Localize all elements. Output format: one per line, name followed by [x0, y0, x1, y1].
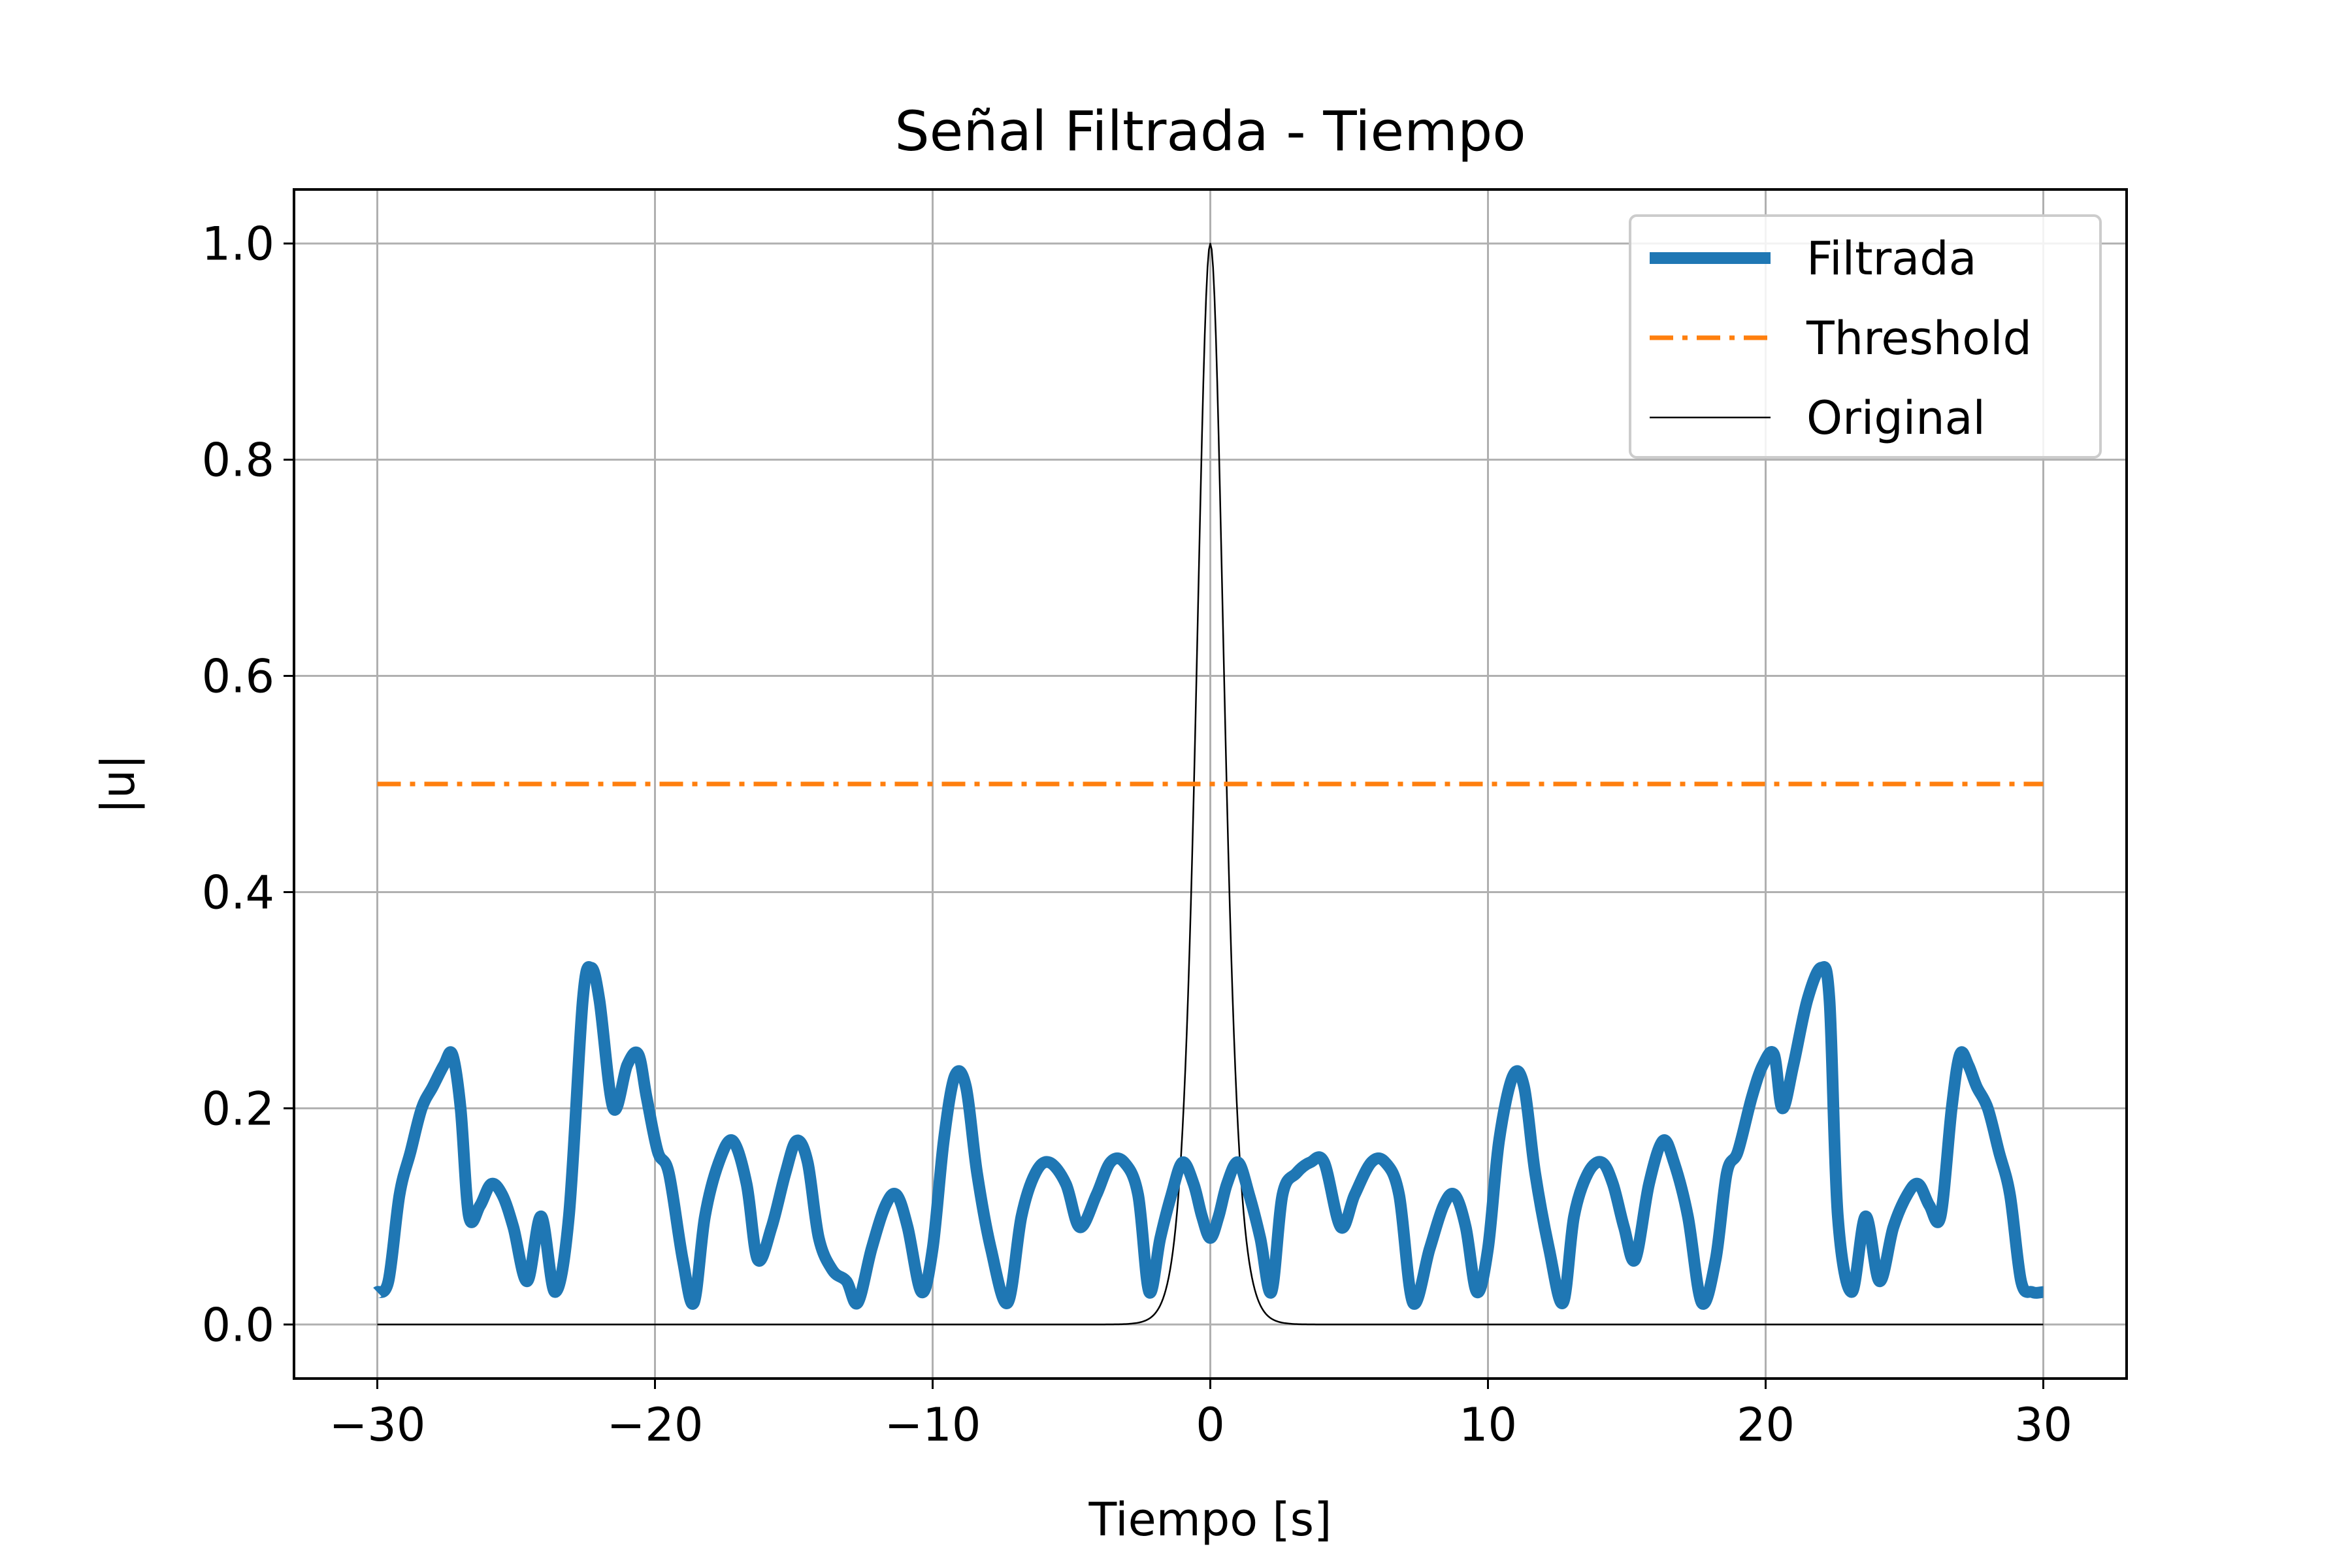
- y-tick-label: 0.8: [202, 434, 274, 487]
- x-axis-ticks: −30 −20 −10 0 10 20 30: [329, 1379, 2072, 1452]
- y-axis-label: |u|: [91, 754, 145, 814]
- x-tick-label: −10: [885, 1398, 981, 1452]
- y-axis-ticks: 0.0 0.2 0.4 0.6 0.8 1.0: [202, 218, 294, 1352]
- legend-label-original: Original: [1806, 391, 1985, 445]
- series-line-filtrada: [373, 961, 2044, 1310]
- y-tick-label: 0.0: [202, 1298, 274, 1352]
- chart-title: Señal Filtrada - Tiempo: [894, 99, 1526, 163]
- legend: Filtrada Threshold Original: [1629, 214, 2102, 459]
- series-line-original: [377, 242, 2044, 1326]
- x-tick-label: 10: [1459, 1398, 1517, 1452]
- x-tick-label: 30: [2014, 1398, 2072, 1452]
- legend-box: [1629, 214, 2102, 459]
- x-tick-label: 0: [1196, 1398, 1225, 1452]
- legend-label-filtrada: Filtrada: [1806, 232, 1977, 286]
- legend-label-threshold: Threshold: [1806, 312, 2032, 365]
- y-tick-label: 0.4: [202, 866, 274, 919]
- series-layer: [373, 242, 2044, 1326]
- y-tick-label: 1.0: [202, 218, 274, 271]
- y-tick-label: 0.2: [202, 1082, 274, 1135]
- y-tick-label: 0.6: [202, 650, 274, 704]
- x-tick-label: 20: [1737, 1398, 1795, 1452]
- x-tick-label: −30: [329, 1398, 426, 1452]
- x-tick-label: −20: [607, 1398, 704, 1452]
- x-axis-label: Tiempo [s]: [1088, 1493, 1332, 1546]
